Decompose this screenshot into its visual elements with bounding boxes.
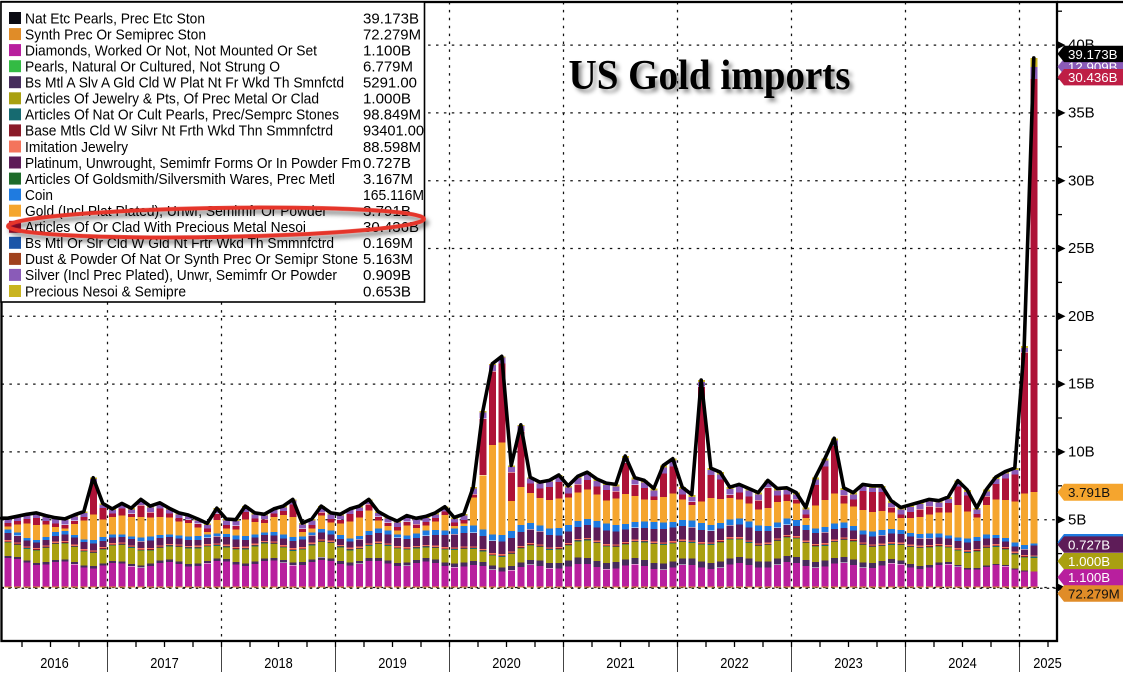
svg-text:Silver (Incl Prec Plated), Unw: Silver (Incl Prec Plated), Unwr, Semimfr… <box>25 267 337 284</box>
svg-text:1.100B: 1.100B <box>1068 570 1110 585</box>
svg-text:2019: 2019 <box>378 655 407 672</box>
svg-text:2025: 2025 <box>1033 655 1062 672</box>
svg-text:2020: 2020 <box>492 655 521 672</box>
svg-text:0.727B: 0.727B <box>1068 538 1110 553</box>
svg-text:5291.00: 5291.00 <box>363 75 417 92</box>
svg-text:Bs Mtl Or Slr Cld W Gld Nt Frt: Bs Mtl Or Slr Cld W Gld Nt Frtr Wkd Th S… <box>25 235 334 252</box>
svg-text:Articles Of Jewelry & Pts, Of: Articles Of Jewelry & Pts, Of Prec Metal… <box>25 91 319 108</box>
svg-text:0.727B: 0.727B <box>363 155 411 172</box>
svg-text:3.791B: 3.791B <box>1068 485 1110 500</box>
svg-text:2017: 2017 <box>150 655 179 672</box>
svg-text:93401.00: 93401.00 <box>363 123 424 140</box>
svg-text:20B: 20B <box>1068 308 1095 325</box>
svg-text:2023: 2023 <box>834 655 863 672</box>
svg-text:Bs Mtl A Slv A Gld Cld W Plat: Bs Mtl A Slv A Gld Cld W Plat Nt Fr Wkd … <box>25 75 344 92</box>
svg-text:72.279M: 72.279M <box>1068 586 1120 601</box>
svg-text:5B: 5B <box>1068 511 1086 528</box>
svg-text:2016: 2016 <box>40 655 69 672</box>
svg-text:Pearls, Natural Or Cultured, N: Pearls, Natural Or Cultured, Not Strung … <box>25 59 280 76</box>
svg-text:0.169M: 0.169M <box>363 235 413 252</box>
svg-text:3.167M: 3.167M <box>363 171 413 188</box>
svg-text:10B: 10B <box>1068 444 1095 461</box>
svg-text:2021: 2021 <box>606 655 635 672</box>
svg-text:72.279M: 72.279M <box>363 26 421 43</box>
svg-text:35B: 35B <box>1068 105 1095 122</box>
svg-text:Precious Nesoi & Semipre: Precious Nesoi & Semipre <box>25 283 186 300</box>
svg-text:Base Mtls Cld W Silvr Nt Frth: Base Mtls Cld W Silvr Nt Frth Wkd Thn Sm… <box>25 123 333 140</box>
svg-text:15B: 15B <box>1068 376 1095 393</box>
svg-text:0.653B: 0.653B <box>363 283 411 300</box>
svg-text:Articles Of Or Clad With Preci: Articles Of Or Clad With Precious Metal … <box>25 219 306 236</box>
svg-text:Dust & Powder Of Nat Or Synth: Dust & Powder Of Nat Or Synth Prec Or Se… <box>25 251 358 268</box>
svg-text:5.163M: 5.163M <box>363 251 413 268</box>
svg-text:1.100B: 1.100B <box>363 42 411 59</box>
svg-text:2022: 2022 <box>720 655 749 672</box>
svg-text:US Gold imports: US Gold imports <box>569 53 851 99</box>
svg-text:1.000B: 1.000B <box>1068 554 1110 569</box>
svg-text:39.173B: 39.173B <box>363 10 419 27</box>
svg-text:Platinum, Unwrought, Semimfr F: Platinum, Unwrought, Semimfr Forms Or In… <box>25 155 361 172</box>
svg-text:39.173B: 39.173B <box>1068 47 1118 62</box>
svg-text:Gold (Incl Plat Plated), Unwr,: Gold (Incl Plat Plated), Unwr, Semimfr O… <box>25 203 327 220</box>
svg-text:2018: 2018 <box>264 655 293 672</box>
svg-text:165.116M: 165.116M <box>363 187 424 204</box>
svg-text:1.000B: 1.000B <box>363 91 411 108</box>
svg-text:Coin: Coin <box>25 187 53 204</box>
svg-text:6.779M: 6.779M <box>363 59 413 76</box>
svg-text:Articles Of Nat Or Cult Pearls: Articles Of Nat Or Cult Pearls, Prec/Sem… <box>25 107 339 124</box>
svg-text:Imitation Jewelry: Imitation Jewelry <box>25 139 128 156</box>
svg-text:30B: 30B <box>1068 172 1095 189</box>
svg-text:30.436B: 30.436B <box>1068 70 1118 85</box>
svg-text:Articles Of Goldsmith/Silversm: Articles Of Goldsmith/Silversmith Wares,… <box>25 171 335 188</box>
svg-text:0.909B: 0.909B <box>363 267 411 284</box>
svg-text:2024: 2024 <box>948 655 977 672</box>
svg-text:Nat Etc Pearls, Prec Etc Ston: Nat Etc Pearls, Prec Etc Ston <box>25 10 205 27</box>
svg-text:Diamonds, Worked Or Not, Not M: Diamonds, Worked Or Not, Not Mounted Or … <box>25 42 318 59</box>
svg-text:98.849M: 98.849M <box>363 107 421 124</box>
svg-text:88.598M: 88.598M <box>363 139 421 156</box>
svg-text:Synth Prec Or Semiprec Ston: Synth Prec Or Semiprec Ston <box>25 26 206 43</box>
svg-text:25B: 25B <box>1068 240 1095 257</box>
